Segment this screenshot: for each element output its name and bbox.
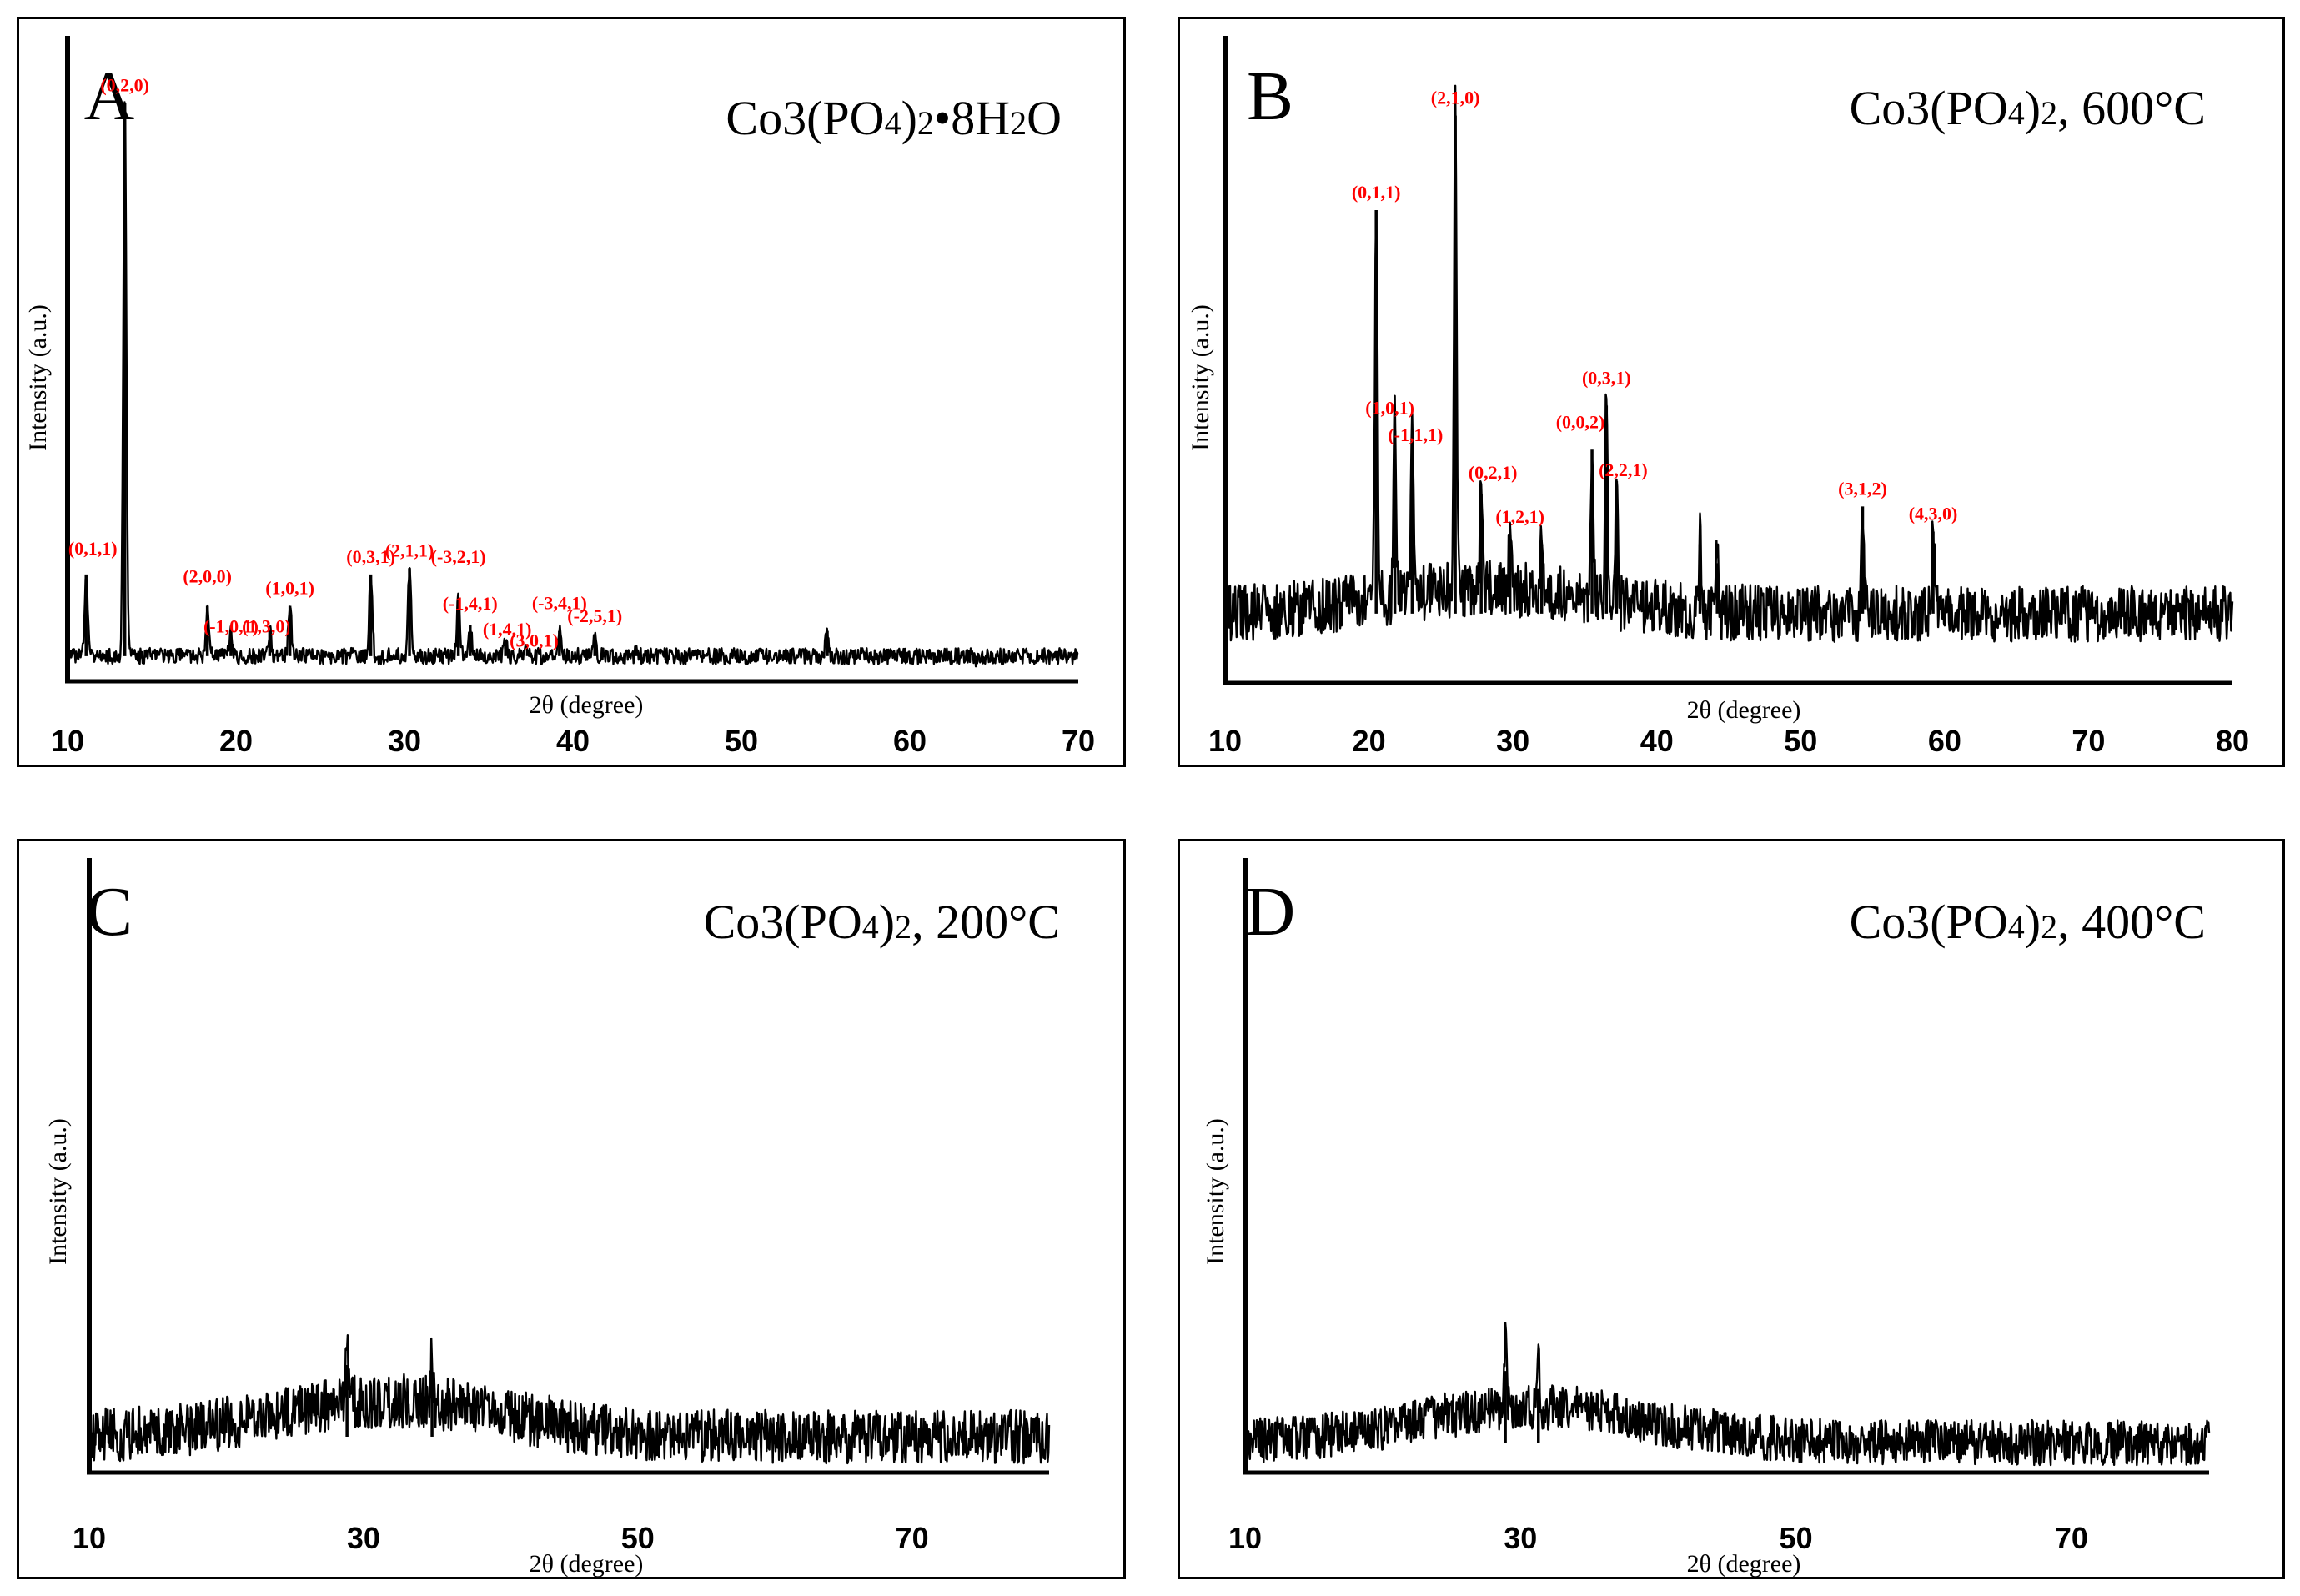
peak-label: (-1,1,1) [1388,424,1443,445]
x-tick-label: 70 [2055,1521,2088,1555]
x-tick-label: 20 [1353,724,1386,758]
sample-title: Co3(PO4)2, 600°C [1850,81,2206,135]
sample-title: Co3(PO4)2, 400°C [1850,895,2206,949]
peak-label: (3,0,1) [510,630,559,650]
panel-letter: B [1247,58,1293,135]
x-axis-label: 2θ (degree) [530,691,644,719]
x-tick-label: 10 [73,1521,106,1555]
peak-label: (1,0,1) [1365,398,1414,419]
peak-label: (-2,5,1) [567,605,622,626]
y-axis-label: Intensity (a.u.) [1202,1118,1229,1265]
peak-label: (-1,0,1) [203,616,259,637]
chart-c-svg: 10 30 50 70 2θ (degree) Intensity (a.u.) C Co3(… [44,858,1060,1578]
peak-label: (1,3,0) [242,616,291,637]
peak-label: (0,1,1) [68,538,118,559]
x-tick-label: 10 [51,724,84,758]
peak-label: (1,4,1) [483,619,532,640]
peak-label: (0,3,1) [1582,367,1631,388]
peak-label: (4,3,0) [1909,504,1958,524]
x-tick-label: 70 [1062,724,1095,758]
panel-letter: A [84,58,135,135]
x-axis-label: 2θ (degree) [530,1550,644,1578]
x-axis-label: 2θ (degree) [1687,696,1801,724]
y-axis-label: Intensity (a.u.) [1187,304,1214,451]
x-tick-label: 40 [1640,724,1674,758]
peak-label: (-3,4,1) [532,593,587,614]
sample-title: Co3(PO4)2, 200°C [704,895,1060,949]
y-axis-label: Intensity (a.u.) [24,304,52,451]
x-tick-label: 60 [893,724,927,758]
peak-label: (0,2,1) [1469,462,1518,483]
x-tick-label: 50 [1784,724,1817,758]
x-tick-label: 70 [2072,724,2105,758]
x-tick-label: 80 [2216,724,2249,758]
chart-d-svg: 10 30 50 70 2θ (degree) Intensity (a.u.) D Co3(… [1202,858,2211,1578]
x-tick-label: 50 [621,1521,655,1555]
x-tick-label: 20 [219,724,253,758]
x-tick-label: 10 [1208,724,1242,758]
x-tick-label: 30 [388,724,421,758]
peak-label: (0,2,0) [100,74,149,95]
peak-label: (3,1,2) [1838,478,1887,499]
chart-panel-a: 10 20 30 40 50 60 70 2θ (degree) Intensity (a.u.… [17,17,1126,767]
chart-panel-c: 10 30 50 70 2θ (degree) Intensity (a.u.) C Co3(… [17,839,1126,1579]
peak-label: (0,3,1) [346,546,395,567]
x-tick-label: 60 [1928,724,1961,758]
peak-label: (0,0,2) [1556,411,1605,432]
x-tick-label: 50 [725,724,758,758]
xrd-pattern-line [88,1334,1051,1465]
x-axis-label: 2θ (degree) [1687,1550,1801,1578]
x-tick-label: 30 [1504,1521,1537,1555]
peak-label: (2,1,0) [1431,88,1480,108]
chart-a-svg: 10 20 30 40 50 60 70 2θ (degree) Intensity (a.u.… [24,36,1095,758]
chart-panel-d: 10 30 50 70 2θ (degree) Intensity (a.u.) D Co3(… [1178,839,2285,1579]
x-tick-label: 50 [1780,1521,1813,1555]
peak-label: (2,1,1) [385,540,434,560]
peak-label: (0,1,1) [1352,182,1401,203]
peak-label: (2,2,1) [1599,459,1648,480]
peak-label: (2,0,0) [183,566,232,587]
xrd-pattern-line [1223,84,2234,643]
x-tick-label: 30 [1496,724,1529,758]
chart-panel-b: 10 20 30 40 50 60 70 80 2θ (degree) Intensity (a.… [1178,17,2285,767]
panel-letter: C [86,873,133,951]
xrd-pattern-line [66,101,1079,668]
xrd-pattern-line [1243,1322,2211,1467]
y-axis-label: Intensity (a.u.) [44,1118,72,1265]
x-tick-label: 30 [347,1521,380,1555]
sample-title: Co3(PO4)2•8H2O [726,91,1062,145]
peak-label: (-1,4,1) [443,593,498,614]
x-tick-label: 40 [556,724,590,758]
chart-b-svg: 10 20 30 40 50 60 70 80 2θ (degree) Intensity (a.… [1187,36,2249,758]
peak-label: (-3,2,1) [431,546,486,567]
x-tick-label: 10 [1228,1521,1262,1555]
x-tick-label: 70 [896,1521,929,1555]
peak-label: (1,0,1) [265,578,314,599]
panel-letter: D [1245,873,1296,951]
peak-label: (1,2,1) [1495,506,1544,527]
